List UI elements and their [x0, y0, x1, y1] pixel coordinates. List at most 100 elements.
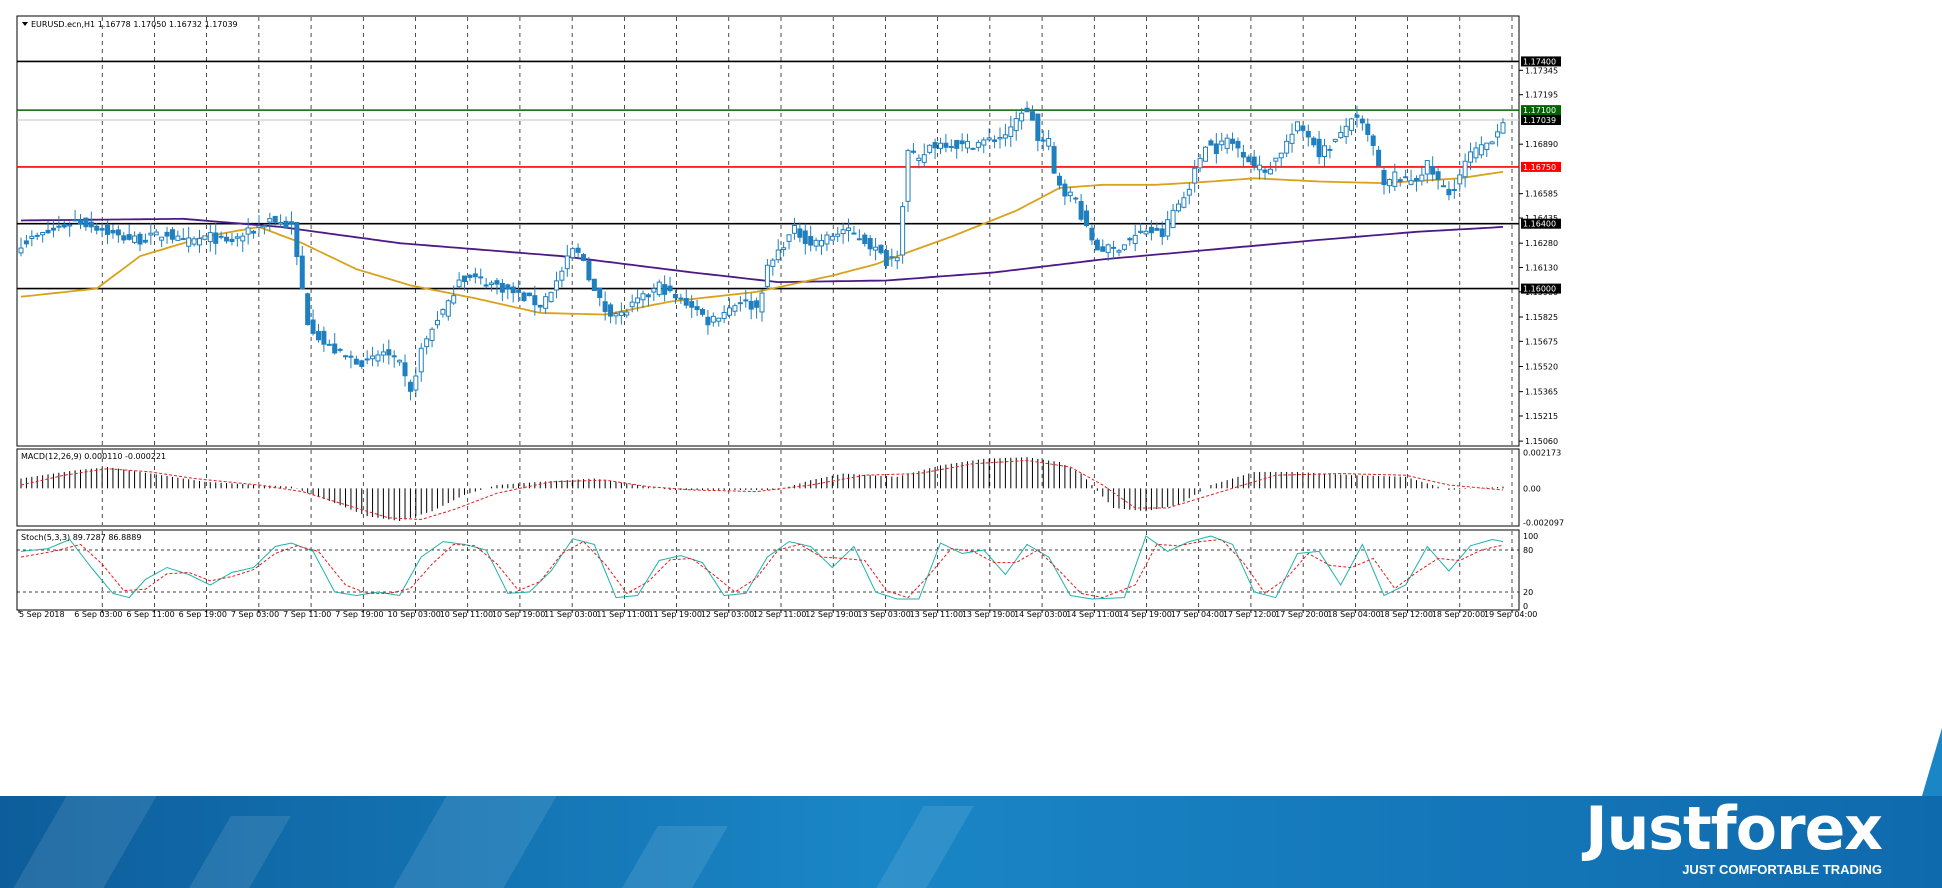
candle-body [526, 292, 532, 297]
candle-body [932, 142, 938, 149]
candle-body [1008, 126, 1014, 137]
candle-body [115, 229, 121, 236]
candle-body [732, 305, 738, 312]
candle-body [1192, 167, 1198, 184]
candle-body [407, 381, 413, 392]
candle-body [1489, 141, 1495, 145]
price-tick-label: 1.15365 [1525, 388, 1558, 397]
candle-body [105, 224, 111, 235]
level-tag [1521, 115, 1561, 126]
candle-body [656, 281, 662, 296]
candle-body [397, 359, 403, 363]
time-label: 17 Sep 20:00 [1275, 610, 1328, 619]
candle-body [759, 292, 765, 313]
candle-body [754, 300, 760, 308]
price-tick-label: 1.17345 [1525, 66, 1558, 75]
candle-body [716, 317, 722, 322]
candle-body [959, 140, 965, 145]
candle-body [1365, 123, 1371, 135]
candle-body [229, 238, 235, 242]
candle-body [483, 284, 489, 287]
time-label: 14 Sep 11:00 [1066, 610, 1119, 619]
candle-body [359, 360, 365, 367]
candle-body [851, 232, 857, 235]
candle-body [894, 257, 900, 262]
candle-body [337, 348, 343, 351]
candle-body [61, 223, 67, 228]
candle-body [564, 255, 570, 270]
candle-body [645, 294, 651, 298]
level-tag-label: 1.16750 [1523, 163, 1556, 172]
candle-body [770, 259, 776, 267]
candle-body [1430, 166, 1436, 175]
candle-body [1381, 169, 1387, 186]
candle-body [1386, 179, 1392, 187]
candle-body [846, 227, 852, 232]
candle-body [1451, 188, 1457, 191]
level-tag-label: 1.16400 [1523, 220, 1556, 229]
price-tick-label: 1.15520 [1525, 362, 1558, 371]
macd-label: MACD(12,26,9) 0.000110 -0.000221 [21, 452, 166, 461]
time-label: 6 Sep 11:00 [126, 610, 174, 619]
candle-body [213, 232, 219, 244]
candle-body [505, 284, 511, 290]
candle-body [478, 276, 484, 279]
candle-body [683, 298, 689, 306]
candle-body [824, 234, 830, 245]
candle-body [700, 309, 706, 315]
candle-body [267, 218, 273, 223]
time-label: 12 Sep 19:00 [805, 610, 858, 619]
level-tag [1521, 105, 1561, 116]
candle-body [1224, 137, 1230, 149]
candle-body [808, 235, 814, 246]
candle-body [191, 238, 197, 245]
candle-body [1040, 139, 1046, 142]
candle-body [1294, 121, 1300, 132]
candle-body [943, 142, 949, 148]
candle-body [743, 299, 749, 302]
candle-body [164, 231, 170, 237]
main-panel [16, 15, 1520, 447]
candle-body [916, 157, 922, 161]
candle-body [343, 355, 349, 358]
time-label: 14 Sep 19:00 [1119, 610, 1172, 619]
candle-body [34, 234, 40, 237]
candle-body [981, 139, 987, 146]
candle-body [56, 225, 62, 228]
candle-body [1111, 246, 1117, 249]
candle-body [883, 250, 889, 267]
candle-body [786, 234, 792, 242]
candle-body [456, 279, 462, 288]
candle-body [23, 240, 29, 245]
time-label: 18 Sep 20:00 [1432, 610, 1485, 619]
candle-body [1035, 113, 1041, 141]
candle-body [1446, 188, 1452, 196]
stoch-k-line [20, 535, 1504, 600]
candle-body [694, 306, 700, 311]
candle-body [1257, 164, 1263, 171]
candle-body [132, 235, 138, 243]
candle-body [1397, 179, 1403, 182]
time-label: 6 Sep 03:00 [74, 610, 122, 619]
candle-body [1240, 151, 1246, 158]
stoch-label: Stoch(5,3,3) 89.7287 86.8889 [21, 533, 141, 542]
candle-body [353, 358, 359, 365]
candle-body [667, 285, 673, 292]
footer-banner [0, 796, 1942, 888]
price-tick-label: 1.16585 [1525, 190, 1558, 199]
candle-body [310, 319, 316, 334]
candle-body [575, 247, 581, 253]
candle-body [67, 224, 73, 227]
candle-body [180, 238, 186, 241]
price-tick-label: 1.15825 [1525, 313, 1558, 322]
candle-body [1024, 107, 1030, 113]
candle-body [1359, 118, 1365, 124]
candle-body [910, 150, 916, 153]
candle-body [386, 349, 392, 356]
candle-body [602, 301, 608, 312]
candle-body [1105, 244, 1111, 254]
candle-body [224, 236, 230, 242]
symbol-header: EURUSD.ecn,H1 1.16778 1.17050 1.16732 1.… [31, 20, 238, 29]
candle-body [1213, 143, 1219, 155]
candle-body [878, 244, 884, 254]
